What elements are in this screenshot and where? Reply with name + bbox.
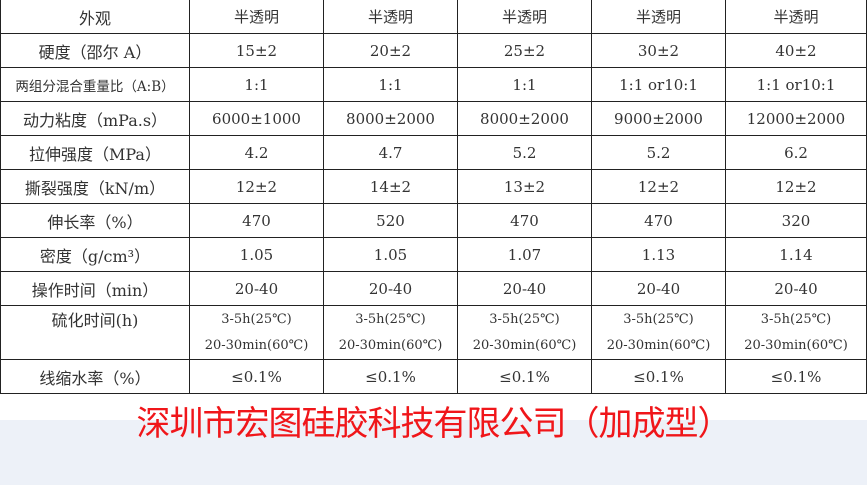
table-cell: 半透明 <box>457 0 592 34</box>
table-cell: 3-5h(25℃) 20-30min(60℃) <box>323 305 458 360</box>
table-cell: ≤0.1% <box>189 359 324 394</box>
table-cell: 20-40 <box>725 271 867 306</box>
company-title: 深圳市宏图硅胶科技有限公司（加成型） <box>136 404 732 444</box>
table-cell: ≤0.1% <box>725 359 867 394</box>
table-cell: 3-5h(25℃) 20-30min(60℃) <box>457 305 592 360</box>
table-row: 外观 半透明 半透明 半透明 半透明 半透明 <box>0 0 867 34</box>
table-row: 操作时间（min） 20-40 20-40 20-40 20-40 20-40 <box>0 271 867 306</box>
row-label: 密度（g/cm³） <box>0 237 190 272</box>
table-row: 密度（g/cm³） 1.05 1.05 1.07 1.13 1.14 <box>0 237 867 272</box>
table-cell: 20-40 <box>189 271 324 306</box>
table-cell: 13±2 <box>457 169 592 204</box>
table-cell: 20-40 <box>591 271 726 306</box>
table-cell: 1.07 <box>457 237 592 272</box>
cell-line: 20-30min(60℃) <box>338 337 443 353</box>
table-cell: 5.2 <box>591 135 726 170</box>
table-row: 动力粘度（mPa.s） 6000±1000 8000±2000 8000±2000 90… <box>0 101 867 136</box>
row-label: 硫化时间(h) <box>0 305 190 360</box>
table-cell: 20-40 <box>457 271 592 306</box>
table-row: 撕裂强度（kN/m） 12±2 14±2 13±2 12±2 12±2 <box>0 169 867 204</box>
row-label: 撕裂强度（kN/m） <box>0 169 190 204</box>
table-cell: 14±2 <box>323 169 458 204</box>
table-cell: 25±2 <box>457 33 592 68</box>
row-label: 外观 <box>0 0 190 34</box>
table-cell: 4.7 <box>323 135 458 170</box>
spec-table: 外观 半透明 半透明 半透明 半透明 半透明 硬度（邵尔 A） 15±2 20±2 25±2 30±… <box>0 0 867 394</box>
table-cell: 6.2 <box>725 135 867 170</box>
table-cell: ≤0.1% <box>457 359 592 394</box>
table-cell: 12±2 <box>189 169 324 204</box>
table-cell: 520 <box>323 203 458 238</box>
table-cell: 12±2 <box>591 169 726 204</box>
table-cell: 9000±2000 <box>591 101 726 136</box>
table-cell: 320 <box>725 203 867 238</box>
table-cell: 4.2 <box>189 135 324 170</box>
table-cell: 1.13 <box>591 237 726 272</box>
table-cell: 470 <box>189 203 324 238</box>
table-cell: 1:1 <box>457 67 592 102</box>
table-cell: 40±2 <box>725 33 867 68</box>
footer-band <box>0 420 867 485</box>
table-row: 硫化时间(h) 3-5h(25℃) 20-30min(60℃) 3-5h(25℃) 20… <box>0 305 867 360</box>
table-cell: 3-5h(25℃) 20-30min(60℃) <box>189 305 324 360</box>
table-cell: 12000±2000 <box>725 101 867 136</box>
cell-line: 20-30min(60℃) <box>204 337 309 353</box>
table-cell: 20±2 <box>323 33 458 68</box>
table-cell: 6000±1000 <box>189 101 324 136</box>
table-cell: 1.05 <box>189 237 324 272</box>
table-cell: 3-5h(25℃) 20-30min(60℃) <box>725 305 867 360</box>
table-cell: 8000±2000 <box>323 101 458 136</box>
row-label: 线缩水率（%） <box>0 359 190 394</box>
table-cell: 3-5h(25℃) 20-30min(60℃) <box>591 305 726 360</box>
row-label: 两组分混合重量比（A:B） <box>0 67 190 102</box>
cell-line: 20-30min(60℃) <box>472 337 577 353</box>
table-row: 伸长率（%） 470 520 470 470 320 <box>0 203 867 238</box>
table-cell: 1.05 <box>323 237 458 272</box>
table-cell: 8000±2000 <box>457 101 592 136</box>
table-cell: 15±2 <box>189 33 324 68</box>
table-cell: 半透明 <box>725 0 867 34</box>
table-cell: 1:1 <box>323 67 458 102</box>
table-row: 线缩水率（%） ≤0.1% ≤0.1% ≤0.1% ≤0.1% ≤0.1% <box>0 359 867 394</box>
table-cell: 1.14 <box>725 237 867 272</box>
cell-line: 20-30min(60℃) <box>606 337 711 353</box>
table-row: 拉伸强度（MPa） 4.2 4.7 5.2 5.2 6.2 <box>0 135 867 170</box>
cell-line: 3-5h(25℃) <box>489 311 560 327</box>
cell-line: 3-5h(25℃) <box>623 311 694 327</box>
table-cell: 1:1 <box>189 67 324 102</box>
row-label: 硬度（邵尔 A） <box>0 33 190 68</box>
table-cell: 5.2 <box>457 135 592 170</box>
table-cell: 20-40 <box>323 271 458 306</box>
table-cell: 470 <box>591 203 726 238</box>
row-label: 伸长率（%） <box>0 203 190 238</box>
table-cell: 1:1 or10:1 <box>591 67 726 102</box>
table-cell: 470 <box>457 203 592 238</box>
row-label: 拉伸强度（MPa） <box>0 135 190 170</box>
cell-line: 3-5h(25℃) <box>221 311 292 327</box>
row-label: 动力粘度（mPa.s） <box>0 101 190 136</box>
table-row: 硬度（邵尔 A） 15±2 20±2 25±2 30±2 40±2 <box>0 33 867 68</box>
table-row: 两组分混合重量比（A:B） 1:1 1:1 1:1 1:1 or10:1 1:1 or10… <box>0 67 867 102</box>
table-cell: 半透明 <box>591 0 726 34</box>
table-cell: 半透明 <box>323 0 458 34</box>
table-cell: 30±2 <box>591 33 726 68</box>
cell-line: 3-5h(25℃) <box>355 311 426 327</box>
cell-line: 3-5h(25℃) <box>760 311 832 327</box>
cell-line: 20-30min(60℃) <box>744 337 848 353</box>
table-cell: 1:1 or10:1 <box>725 67 867 102</box>
table-cell: 12±2 <box>725 169 867 204</box>
row-label: 操作时间（min） <box>0 271 190 306</box>
table-cell: ≤0.1% <box>591 359 726 394</box>
table-cell: ≤0.1% <box>323 359 458 394</box>
table-cell: 半透明 <box>189 0 324 34</box>
